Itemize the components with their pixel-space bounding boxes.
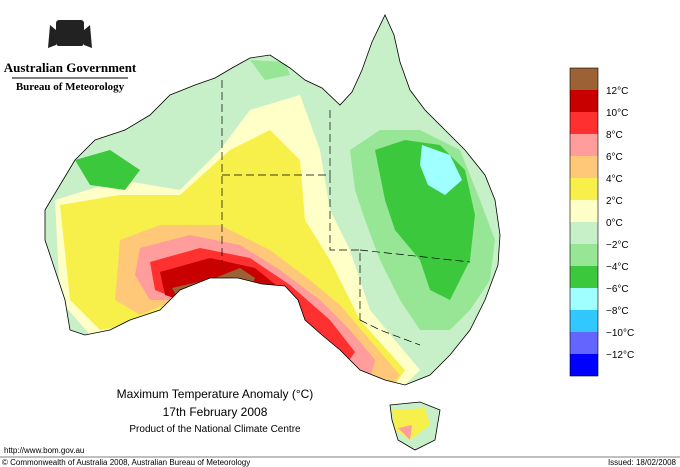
legend-swatch bbox=[570, 310, 598, 332]
map-product: Product of the National Climate Centre bbox=[129, 424, 301, 435]
legend-label: 10°C bbox=[606, 108, 628, 119]
legend-swatch bbox=[570, 200, 598, 222]
legend-label: −4°C bbox=[606, 262, 629, 273]
logo bbox=[48, 20, 92, 48]
legend-swatch bbox=[570, 178, 598, 200]
legend-swatch bbox=[570, 134, 598, 156]
legend: 12°C 10°C 8°C 6°C 4°C 2°C 0°C −2°C −4°C −6°C −8°C −… bbox=[569, 67, 634, 377]
legend-swatch bbox=[570, 288, 598, 310]
state-borders bbox=[221, 80, 471, 346]
copyright: © Commonwealth of Australia 2008, Austra… bbox=[2, 458, 250, 467]
source-url: http://www.bom.gov.au bbox=[4, 446, 84, 455]
map-date: 17th February 2008 bbox=[163, 405, 268, 419]
legend-swatch bbox=[570, 112, 598, 134]
legend-swatch bbox=[570, 156, 598, 178]
legend-label: 6°C bbox=[606, 152, 623, 163]
coastline bbox=[44, 14, 501, 451]
map-title: Maximum Temperature Anomaly (°C) bbox=[117, 387, 314, 401]
legend-label: 12°C bbox=[606, 86, 628, 97]
legend-label: 8°C bbox=[606, 130, 623, 141]
legend-swatch bbox=[570, 90, 598, 112]
legend-swatch bbox=[570, 332, 598, 354]
legend-label: 0°C bbox=[606, 218, 623, 229]
agency-name: Australian Government bbox=[4, 60, 137, 75]
legend-swatch bbox=[570, 68, 598, 90]
legend-label: −8°C bbox=[606, 306, 629, 317]
legend-label: 2°C bbox=[606, 196, 623, 207]
bureau-name: Bureau of Meteorology bbox=[16, 81, 125, 93]
legend-label: −6°C bbox=[606, 284, 629, 295]
legend-label: −12°C bbox=[606, 350, 634, 361]
issued-date: Issued: 18/02/2008 bbox=[608, 458, 677, 467]
legend-swatch bbox=[570, 244, 598, 266]
legend-swatch bbox=[570, 266, 598, 288]
legend-label: −10°C bbox=[606, 328, 634, 339]
legend-swatch bbox=[570, 222, 598, 244]
legend-swatch bbox=[570, 354, 598, 376]
legend-label: −2°C bbox=[606, 240, 629, 251]
legend-frame bbox=[569, 67, 599, 377]
legend-label: 4°C bbox=[606, 174, 623, 185]
